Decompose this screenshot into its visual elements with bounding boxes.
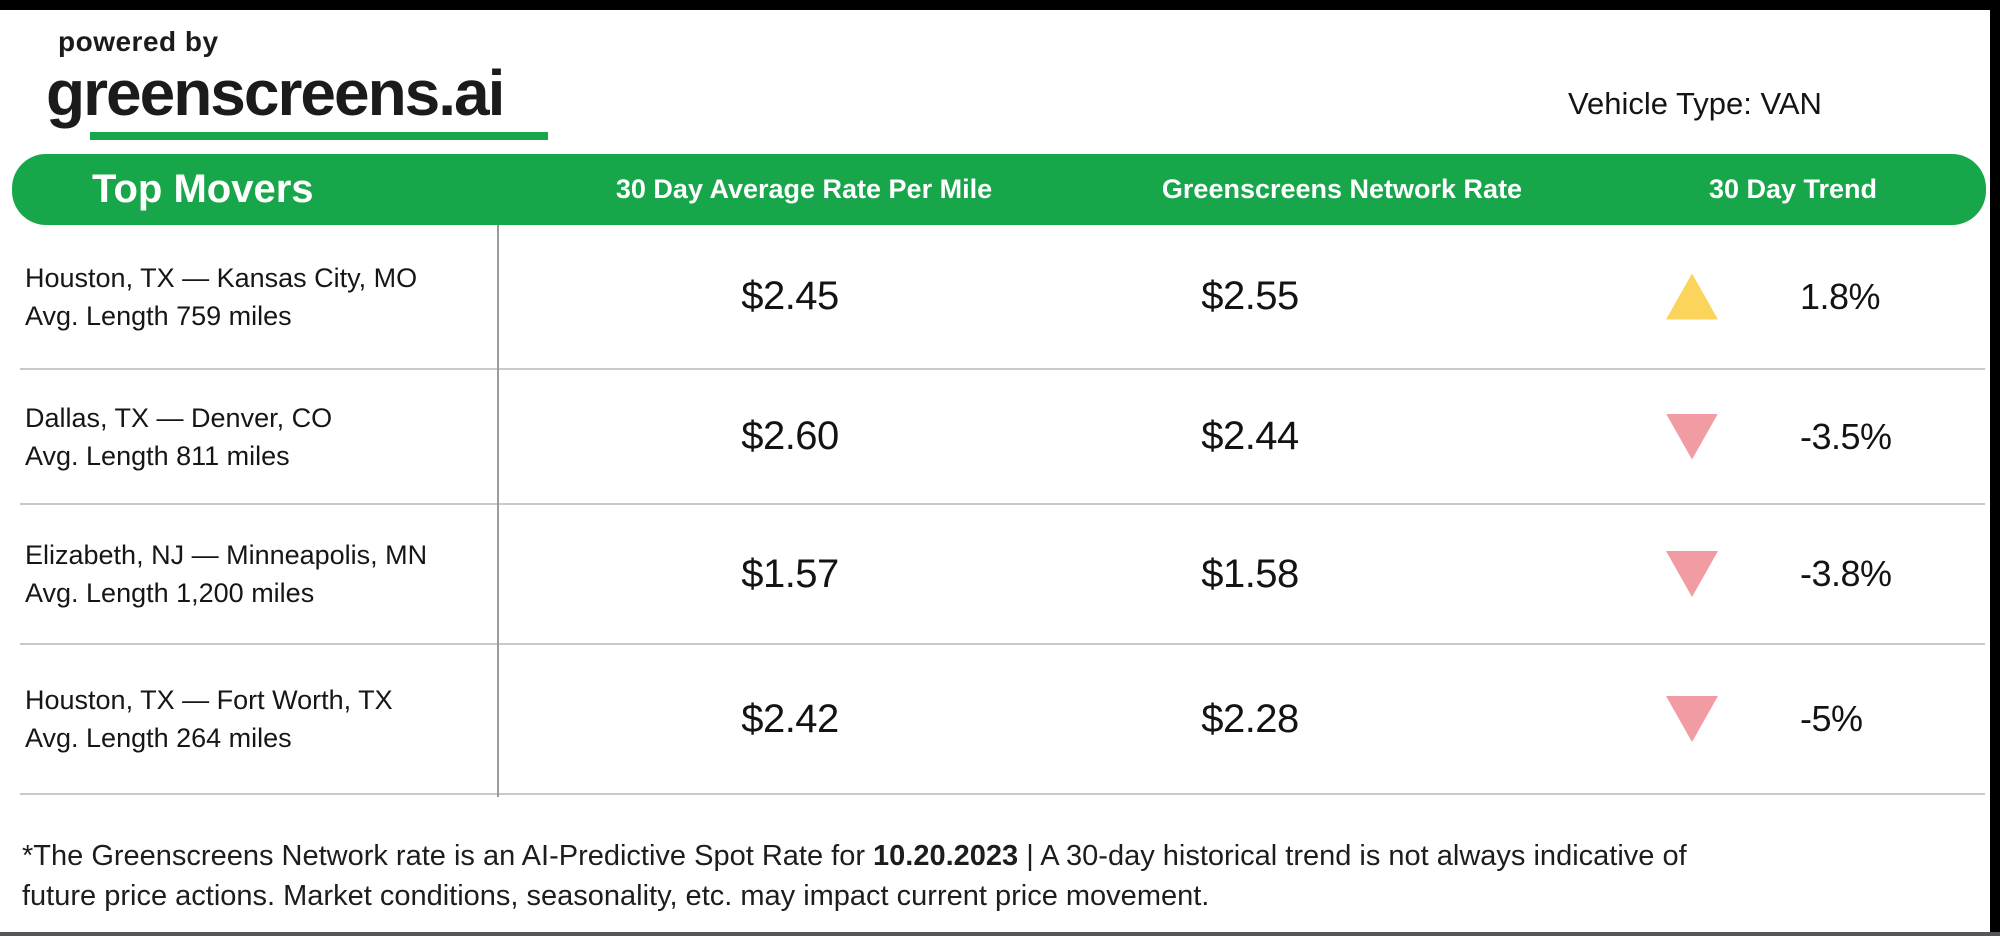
lane-avg-length: Avg. Length 811 miles	[25, 440, 290, 471]
footnote-prefix: *The Greenscreens Network rate is an AI-…	[22, 840, 874, 872]
trend-percent: -3.8%	[1800, 553, 1892, 594]
lane-cell: Houston, TX — Fort Worth, TX Avg. Length…	[25, 645, 393, 793]
frame-bottom-edge	[0, 932, 2000, 936]
header-avg-rate: 30 Day Average Rate Per Mile	[615, 174, 993, 204]
network-rate-value: $2.55	[1201, 274, 1299, 318]
network-rate-value: $1.58	[1201, 551, 1299, 596]
lane-cell: Dallas, TX — Denver, CO Avg. Length 811 …	[25, 370, 332, 503]
trend-down-triangle-icon	[1666, 551, 1718, 597]
table-row: Houston, TX — Fort Worth, TX Avg. Length…	[20, 645, 1985, 795]
greenscreens-logo: greenscreens.ai	[46, 57, 505, 129]
lane-name: Dallas, TX — Denver, CO	[25, 402, 333, 433]
lane-avg-length: Avg. Length 1,200 miles	[25, 578, 315, 608]
column-divider-line	[497, 225, 499, 797]
table-row: Houston, TX — Kansas City, MO Avg. Lengt…	[20, 225, 1985, 370]
header-network-rate: Greenscreens Network Rate	[1161, 174, 1523, 204]
footnote-date: 10.20.2023	[873, 840, 1019, 872]
lane-cell: Houston, TX — Kansas City, MO Avg. Lengt…	[25, 225, 417, 368]
trend-percent: -5%	[1800, 698, 1863, 739]
header-30day-trend: 30 Day Trend	[1708, 174, 1878, 204]
footnote-line2: future price actions. Market conditions,…	[22, 880, 1210, 912]
lane-name: Houston, TX — Kansas City, MO	[25, 262, 418, 293]
avg-rate-value: $2.42	[741, 696, 839, 741]
rates-table: Houston, TX — Kansas City, MO Avg. Lengt…	[20, 225, 1985, 795]
lane-avg-length: Avg. Length 759 miles	[25, 300, 292, 331]
trend-percent: -3.5%	[1800, 415, 1892, 457]
frame-top-edge	[0, 0, 2000, 10]
footnote-line1-tail: | A 30-day historical trend is not alway…	[1018, 840, 1687, 872]
avg-rate-value: $1.57	[741, 551, 839, 596]
avg-rate-value: $2.45	[741, 274, 839, 318]
table-row: Elizabeth, NJ — Minneapolis, MN Avg. Len…	[20, 505, 1985, 645]
powered-by-label: powered by	[58, 26, 219, 57]
trend-percent: 1.8%	[1800, 275, 1881, 317]
table-header-bar: Top Movers 30 Day Average Rate Per Mile …	[12, 154, 1986, 225]
header-top-movers: Top Movers	[92, 167, 314, 211]
lane-cell: Elizabeth, NJ — Minneapolis, MN Avg. Len…	[25, 505, 427, 643]
lane-avg-length: Avg. Length 264 miles	[25, 723, 292, 753]
network-rate-value: $2.28	[1201, 696, 1299, 741]
trend-down-triangle-icon	[1666, 413, 1718, 460]
vehicle-type-label: Vehicle Type: VAN	[1568, 86, 1822, 121]
logo-underline	[90, 132, 548, 140]
frame-right-edge	[1990, 0, 2000, 936]
trend-down-triangle-icon	[1666, 696, 1718, 742]
table-row: Dallas, TX — Denver, CO Avg. Length 811 …	[20, 370, 1985, 505]
avg-rate-value: $2.60	[741, 414, 839, 458]
lane-name: Houston, TX — Fort Worth, TX	[25, 685, 393, 715]
lane-name: Elizabeth, NJ — Minneapolis, MN	[25, 540, 428, 570]
footnote: *The Greenscreens Network rate is an AI-…	[22, 836, 1962, 916]
network-rate-value: $2.44	[1201, 414, 1299, 458]
trend-up-triangle-icon	[1666, 273, 1718, 320]
